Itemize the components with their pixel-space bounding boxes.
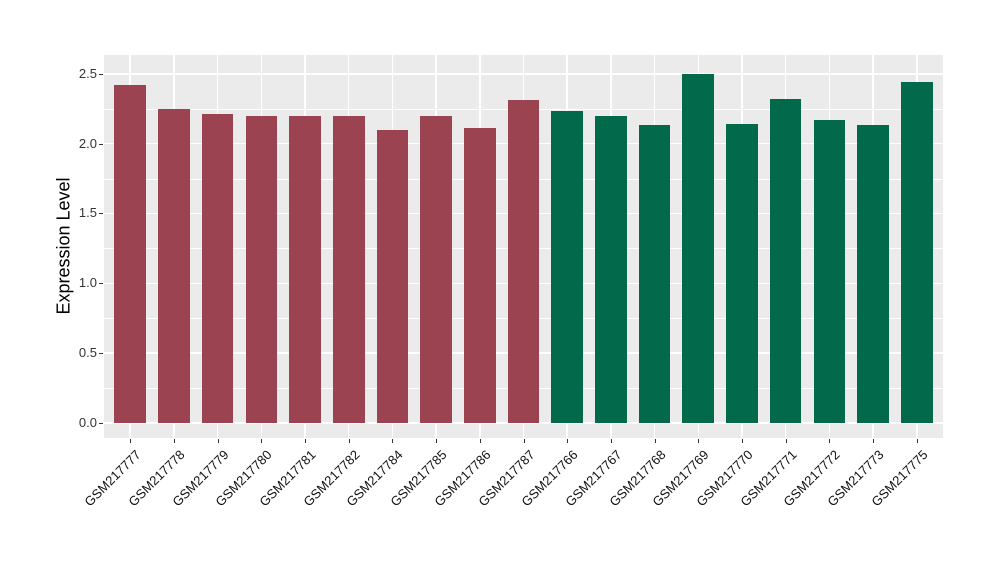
bar-GSM217787 [507,100,540,423]
bar-GSM217766 [551,111,583,423]
bar-GSM217781 [289,115,321,423]
x-tick-GSM217781 [305,439,306,443]
bar-GSM217779 [201,114,234,423]
x-tick-GSM217786 [479,439,481,443]
x-tick-GSM217782 [348,439,350,443]
bar-GSM217777 [114,84,146,423]
x-tick-GSM217772 [829,439,831,443]
x-tick-GSM217778 [173,439,175,443]
y-tick-0.0 [99,423,103,424]
y-tick-0.5 [99,353,103,355]
bar-GSM217769 [682,73,715,423]
x-tick-GSM217779 [217,439,219,443]
y-tick-label-2.0: 2.0 [78,135,97,151]
y-tick-label-2.5: 2.5 [78,65,97,81]
x-tick-GSM217785 [436,439,438,443]
y-tick-1.5 [99,213,103,215]
bar-GSM217771 [769,98,802,423]
bar-GSM217772 [813,119,846,423]
y-tick-label-0.0: 0.0 [78,415,97,430]
x-tick-GSM217780 [261,439,263,443]
bar-GSM217768 [638,125,671,423]
bar-GSM217778 [158,108,190,423]
y-tick-label-0.5: 0.5 [78,345,97,361]
plot-panel [104,55,943,438]
bar-GSM217785 [420,115,452,423]
y-tick-2.0 [99,143,103,145]
x-tick-GSM217771 [785,439,787,443]
y-tick-2.5 [99,73,103,75]
bar-GSM217773 [857,125,889,423]
y-tick-label-1.0: 1.0 [78,275,97,291]
x-tick-GSM217777 [130,439,132,443]
x-tick-GSM217784 [392,439,394,443]
y-tick-label-1.5: 1.5 [78,205,97,221]
bar-GSM217770 [726,124,758,423]
x-tick-GSM217770 [741,439,743,443]
x-tick-GSM217769 [698,439,700,443]
bar-GSM217782 [332,115,365,423]
x-tick-GSM217773 [873,439,875,443]
x-tick-GSM217775 [916,439,918,443]
x-tick-GSM217766 [567,439,569,443]
bar-GSM217780 [245,115,278,423]
y-axis-title-text: Expression Level [53,177,74,315]
bar-GSM217784 [376,129,409,423]
y-tick-1.0 [99,283,103,285]
x-tick-GSM217768 [654,439,656,443]
bar-GSM217767 [595,115,627,423]
x-tick-GSM217767 [610,439,612,443]
bar-GSM217786 [464,128,496,423]
x-tick-GSM217787 [523,439,525,443]
bar-GSM217775 [900,82,933,423]
